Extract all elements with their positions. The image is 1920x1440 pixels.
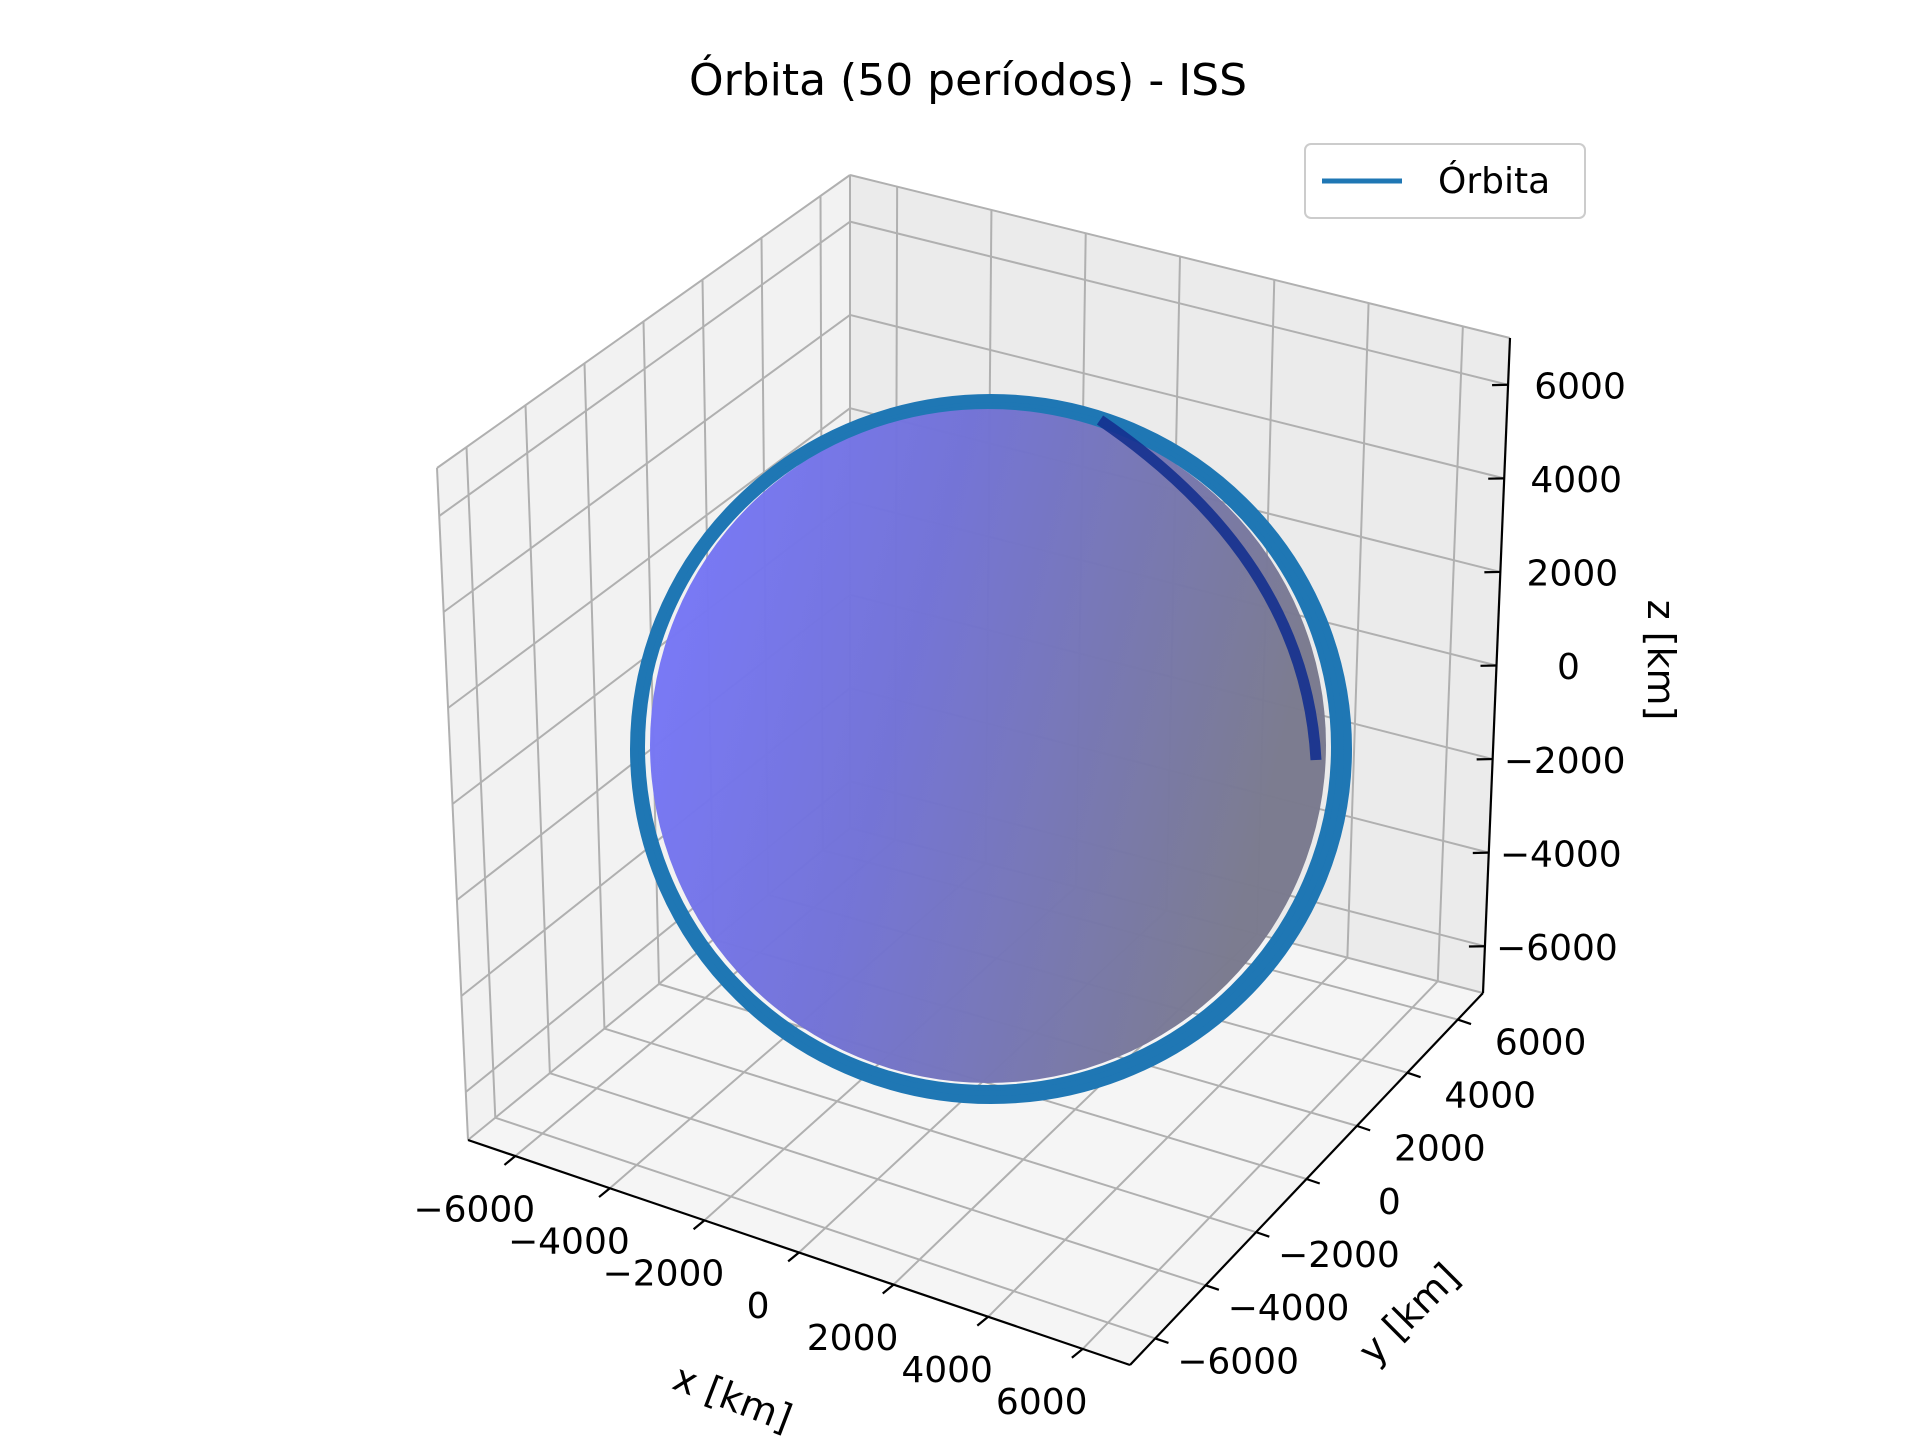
y-tick [1306,1177,1321,1185]
y-tick-label: 2000 [1394,1129,1486,1170]
z-gridline-left [443,314,851,613]
x-tick-label: −2000 [603,1254,725,1295]
x-tick-label: 2000 [807,1318,899,1359]
z-tick-label: 4000 [1530,460,1622,501]
pane-edge-top-back [849,174,1511,339]
x-tick [503,1155,516,1166]
chart-title: Órbita (50 períodos) - ISS [689,53,1247,106]
axis-ticks: −6000−4000−20000200040006000−6000−4000−2… [413,367,1625,1424]
x-tick [1071,1348,1084,1359]
y-tick [1407,1071,1421,1079]
orbit-track-outer [630,394,1352,1104]
y-tick [1356,1124,1371,1132]
legend: Órbita [1304,143,1586,219]
x-tick [692,1219,706,1231]
z-tick-label: −6000 [1496,928,1618,969]
x-tick [787,1251,800,1263]
y-tick-label: −4000 [1228,1288,1350,1329]
x-axis-label: x [km] [667,1355,798,1440]
z-axis-label: z [km] [1639,600,1683,721]
z-tick-label: −2000 [1504,741,1626,782]
y-tick [1255,1231,1270,1238]
z-gridline-back [849,313,1505,480]
pane-edge-left [436,467,469,1141]
x-tick [598,1187,611,1198]
z-gridline-back [849,220,1509,386]
legend-label: Órbita [1438,160,1550,202]
orbit-line [630,394,1352,1104]
x-tick-label: −6000 [413,1189,535,1230]
y-tick-label: −2000 [1278,1235,1400,1276]
z-tick-label: 6000 [1534,367,1626,408]
z-tick-label: −4000 [1500,834,1622,875]
pane-edge-top-left [436,174,851,469]
y-tick-label: 0 [1378,1182,1401,1223]
y-tick [1154,1337,1169,1344]
y-tick-label: 6000 [1495,1022,1587,1063]
orbit-far-side [1096,415,1322,761]
x-tick-label: 4000 [901,1350,993,1391]
y-gridline-floor [494,1116,1156,1340]
z-tick-label: 0 [1557,647,1580,688]
earth-sphere [650,407,1326,1083]
z-tick-label: 2000 [1527,554,1619,595]
x-tick-label: −4000 [508,1222,630,1263]
y-gridline-floor [604,1027,1257,1234]
x-tick [882,1283,895,1295]
z-gridline-left [447,407,851,709]
z-gridline-left [438,220,851,517]
y-tick [1457,1018,1472,1026]
legend-box [1304,143,1586,219]
x-tick-label: 6000 [996,1382,1088,1423]
y-gridline-floor [549,1072,1206,1287]
x-tick-label: 0 [747,1286,770,1327]
x-tick [976,1315,989,1327]
y-tick-label: −6000 [1177,1341,1299,1382]
y-tick [1205,1284,1220,1291]
y-tick-label: 4000 [1444,1076,1536,1117]
